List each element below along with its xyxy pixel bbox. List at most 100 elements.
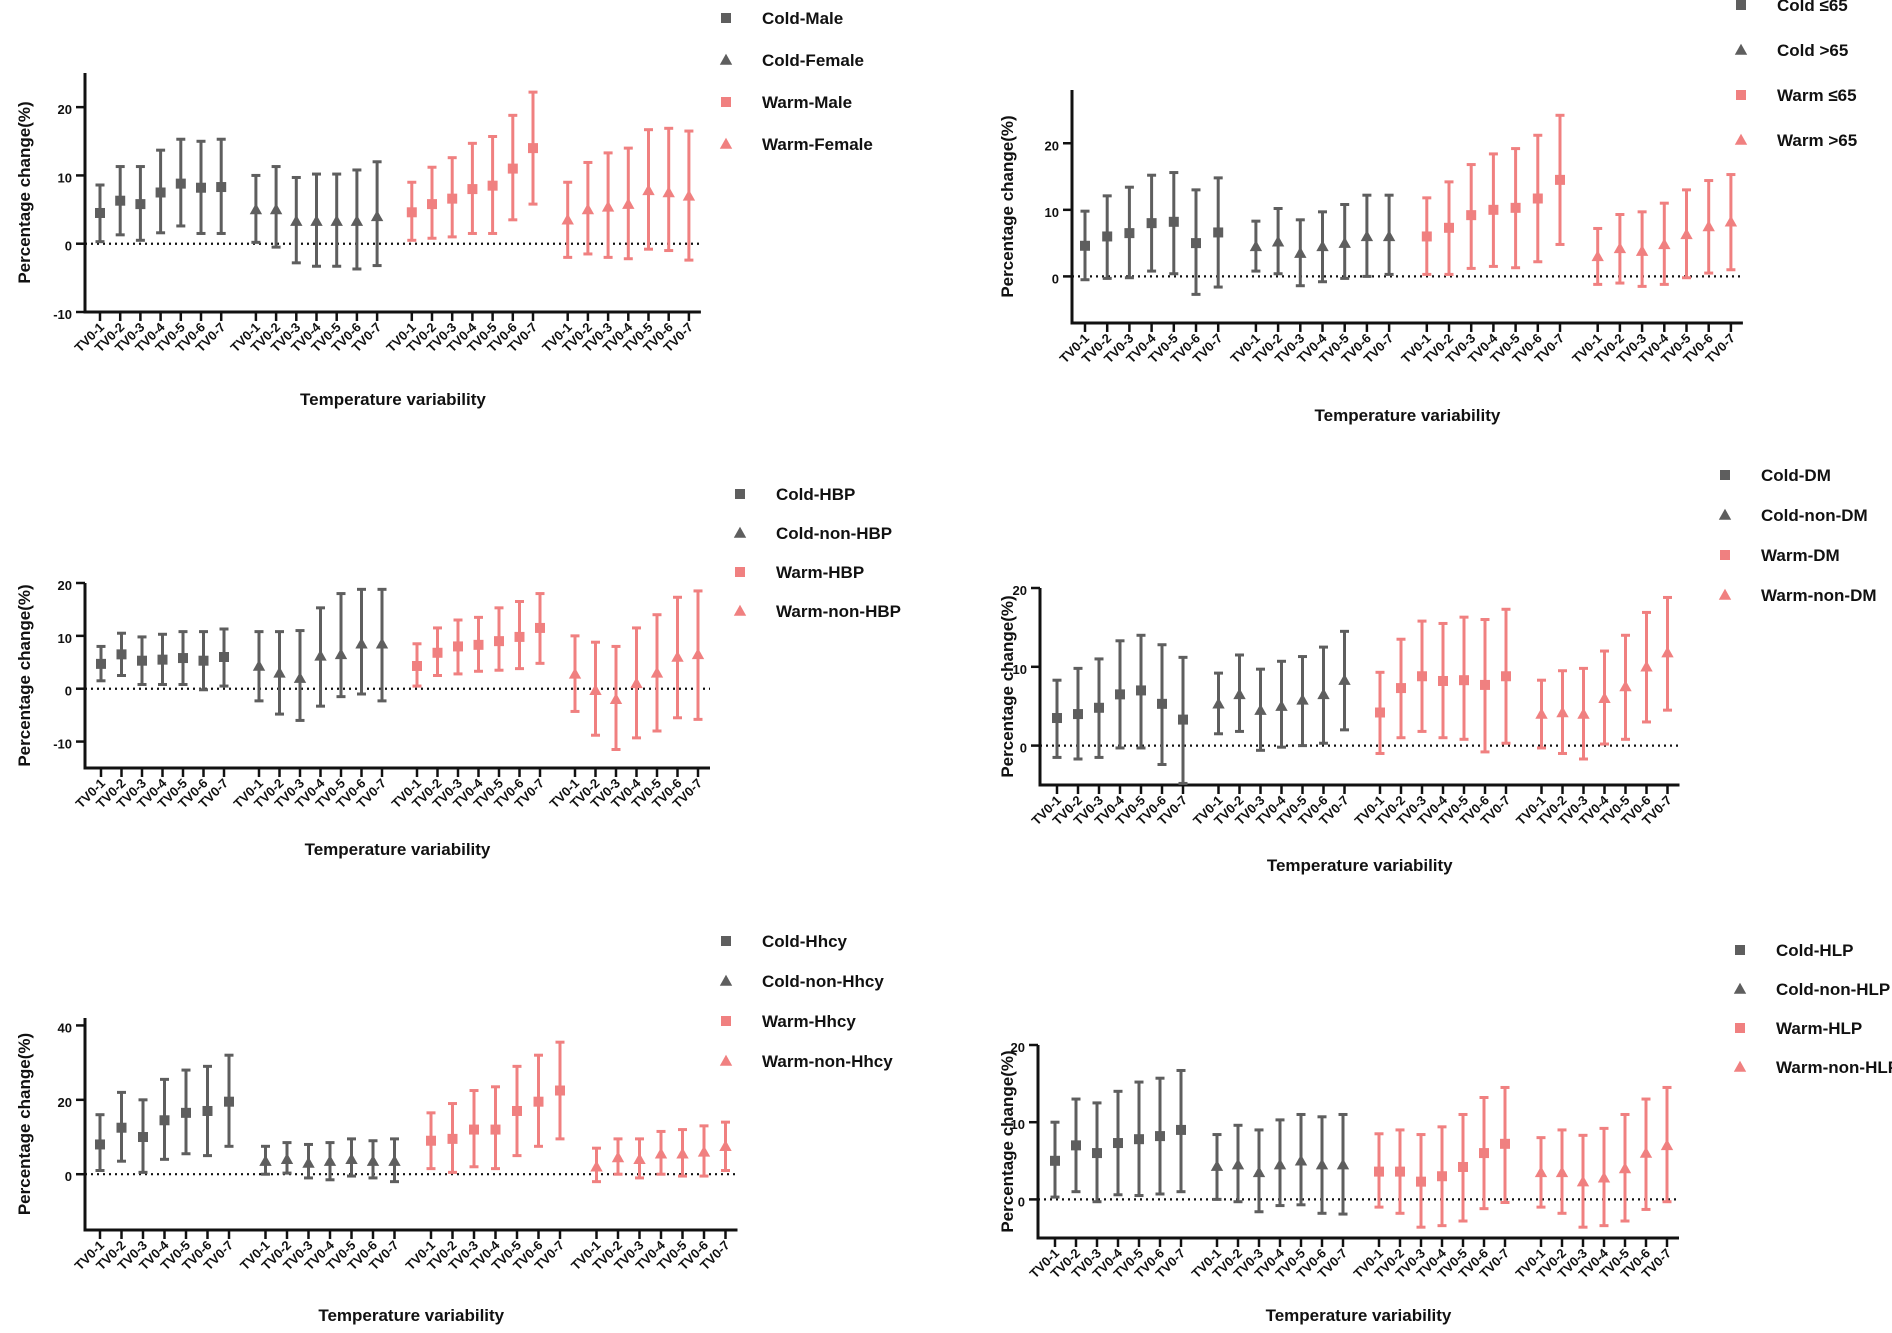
point-estimate-marker bbox=[178, 653, 188, 664]
y-tick-label: 0 bbox=[1052, 271, 1059, 286]
point-estimate-marker bbox=[514, 631, 525, 642]
point-estimate-marker bbox=[137, 655, 147, 666]
legend-marker bbox=[719, 1054, 733, 1066]
point-estimate-marker bbox=[1115, 689, 1125, 700]
legend-marker bbox=[721, 936, 731, 946]
y-axis-title: Percentage change(%) bbox=[15, 1033, 34, 1215]
point-estimate-marker bbox=[314, 649, 327, 661]
point-estimate-marker bbox=[269, 203, 283, 215]
point-estimate-marker bbox=[1532, 193, 1543, 204]
point-estimate-marker bbox=[1176, 1124, 1186, 1135]
point-estimate-marker bbox=[1317, 688, 1330, 700]
point-estimate-marker bbox=[1146, 218, 1157, 229]
y-axis-title: Percentage change(%) bbox=[998, 595, 1017, 777]
point-estimate-marker bbox=[1231, 1158, 1245, 1170]
point-estimate-marker bbox=[1640, 660, 1653, 672]
legend: Cold-DM Cold-non-DM Warm-DM Warm-non-DM bbox=[1718, 466, 1877, 605]
point-estimate-marker bbox=[1052, 713, 1062, 724]
point-estimate-marker bbox=[1619, 680, 1632, 692]
point-estimate-marker bbox=[1102, 231, 1113, 242]
point-estimate-marker bbox=[622, 197, 635, 209]
point-estimate-marker bbox=[1124, 228, 1135, 239]
point-estimate-marker bbox=[676, 1147, 689, 1159]
point-estimate-marker bbox=[1134, 1134, 1144, 1145]
x-axis-title: Temperature variability bbox=[318, 1306, 504, 1325]
point-estimate-marker bbox=[219, 652, 229, 662]
point-estimate-marker bbox=[1556, 706, 1569, 718]
point-estimate-marker bbox=[1501, 671, 1511, 682]
legend-marker bbox=[1735, 945, 1745, 955]
point-estimate-marker bbox=[1168, 216, 1179, 227]
point-estimate-marker bbox=[1396, 683, 1406, 694]
point-estimate-marker bbox=[432, 647, 443, 658]
point-estimate-marker bbox=[568, 667, 582, 679]
point-estimate-marker bbox=[1294, 246, 1307, 258]
point-estimate-marker bbox=[1382, 230, 1396, 242]
legend-marker bbox=[1718, 508, 1732, 520]
legend-marker bbox=[719, 137, 733, 149]
legend-label: Cold-Female bbox=[762, 51, 864, 70]
point-estimate-marker bbox=[1315, 1158, 1329, 1170]
point-estimate-marker bbox=[611, 1151, 625, 1163]
point-estimate-marker bbox=[323, 1154, 337, 1166]
point-estimate-marker bbox=[138, 1132, 148, 1143]
point-estimate-marker bbox=[345, 1153, 358, 1165]
point-estimate-marker bbox=[1210, 1159, 1224, 1171]
point-estimate-marker bbox=[334, 648, 348, 660]
point-estimate-marker bbox=[96, 658, 106, 669]
y-tick-label: 0 bbox=[65, 684, 72, 699]
point-estimate-marker bbox=[512, 1105, 522, 1116]
point-estimate-marker bbox=[157, 654, 168, 665]
legend: Cold-HBP Cold-non-HBP Warm-HBP Warm-non-HBP bbox=[733, 485, 901, 621]
point-estimate-marker bbox=[1613, 242, 1627, 254]
legend-marker bbox=[735, 567, 745, 577]
legend-label: Warm >65 bbox=[1777, 131, 1857, 150]
legend-label: Warm-non-DM bbox=[1761, 586, 1877, 605]
y-axis-title: Percentage change(%) bbox=[998, 1050, 1017, 1232]
point-estimate-marker bbox=[1360, 230, 1374, 242]
legend-marker bbox=[1718, 588, 1732, 600]
point-estimate-marker bbox=[1555, 174, 1565, 185]
legend-label: Cold-Male bbox=[762, 9, 843, 28]
legend-label: Warm-DM bbox=[1761, 546, 1840, 565]
legend-label: Warm-non-HLP bbox=[1776, 1058, 1892, 1077]
point-estimate-marker bbox=[1092, 1148, 1102, 1159]
point-estimate-marker bbox=[290, 214, 303, 226]
x-axis-title: Temperature variability bbox=[1266, 1306, 1452, 1325]
point-estimate-marker bbox=[1702, 220, 1715, 232]
point-estimate-marker bbox=[1458, 1161, 1468, 1172]
point-estimate-marker bbox=[1488, 204, 1499, 215]
point-estimate-marker bbox=[330, 214, 343, 226]
point-estimate-marker bbox=[533, 1096, 544, 1107]
x-axis-title: Temperature variability bbox=[300, 390, 486, 409]
point-estimate-marker bbox=[1338, 673, 1351, 685]
legend-label: Cold >65 bbox=[1777, 41, 1848, 60]
legend-marker bbox=[721, 1016, 731, 1026]
point-estimate-marker bbox=[719, 1140, 732, 1152]
point-estimate-marker bbox=[1213, 227, 1224, 238]
point-estimate-marker bbox=[555, 1085, 565, 1096]
point-estimate-marker bbox=[1271, 235, 1285, 247]
legend-label: Cold-Hhcy bbox=[762, 932, 848, 951]
legend-marker bbox=[1735, 1023, 1745, 1033]
point-estimate-marker bbox=[116, 649, 127, 660]
legend-marker bbox=[1736, 0, 1746, 10]
legend-label: Warm-non-Hhcy bbox=[762, 1052, 893, 1071]
point-estimate-marker bbox=[691, 648, 705, 660]
point-estimate-marker bbox=[135, 199, 146, 210]
legend: Cold-Hhcy Cold-non-Hhcy Warm-Hhcy Warm-non-… bbox=[719, 932, 893, 1071]
point-estimate-marker bbox=[427, 199, 437, 210]
legend-label: Warm-HLP bbox=[1776, 1019, 1862, 1038]
legend-marker bbox=[735, 489, 745, 499]
point-estimate-marker bbox=[95, 207, 105, 218]
point-estimate-marker bbox=[1316, 240, 1329, 252]
legend-label: Cold-DM bbox=[1761, 466, 1831, 485]
point-estimate-marker bbox=[447, 1133, 458, 1144]
y-tick-label: 20 bbox=[1045, 138, 1059, 153]
point-estimate-marker bbox=[473, 639, 484, 650]
point-estimate-marker bbox=[1080, 240, 1090, 251]
point-estimate-marker bbox=[1597, 1171, 1611, 1183]
